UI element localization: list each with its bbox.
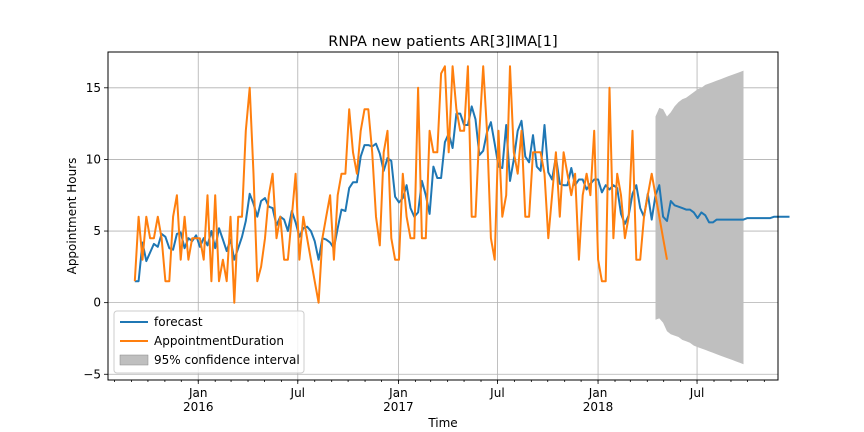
series-layer (133, 65, 790, 304)
legend: forecast AppointmentDuration 95% confide… (113, 310, 305, 374)
forecast-line (134, 105, 790, 283)
y-tick-label: 10 (86, 152, 101, 166)
y-tick-label: 5 (93, 224, 101, 238)
y-tick-label: −5 (83, 367, 101, 381)
x-tick-label: Jan (188, 386, 208, 400)
plot-frame (107, 51, 779, 381)
x-tick-sublabel: 2018 (583, 400, 614, 414)
y-tick-label: 0 (93, 296, 101, 310)
x-tick-sublabel: 2016 (183, 400, 214, 414)
x-tick-label: Jul (689, 386, 704, 400)
confidence-interval-band (655, 70, 744, 365)
y-axis-ticks: −5 0 5 10 15 (83, 81, 108, 381)
legend-label-appointment-duration: AppointmentDuration (154, 334, 284, 348)
legend-swatch-confidence-interval (119, 354, 149, 366)
x-tick-sublabel: 2017 (383, 400, 414, 414)
confidence-interval-layer (655, 70, 744, 365)
appointment-duration-line (133, 65, 668, 304)
y-tick-label: 15 (86, 81, 101, 95)
legend-label-confidence-interval: 95% confidence interval (154, 353, 300, 367)
chart-title: RNPA new patients AR[3]IMA[1] (328, 34, 557, 50)
y-axis-label: Appointment Hours (65, 158, 79, 275)
legend-label-forecast: forecast (154, 315, 203, 329)
x-tick-label: Jan (388, 386, 408, 400)
x-tick-label: Jan (588, 386, 608, 400)
x-tick-label: Jul (489, 386, 504, 400)
x-tick-label: Jul (290, 386, 305, 400)
legend-box (113, 310, 305, 374)
x-axis-label: Time (427, 416, 457, 430)
